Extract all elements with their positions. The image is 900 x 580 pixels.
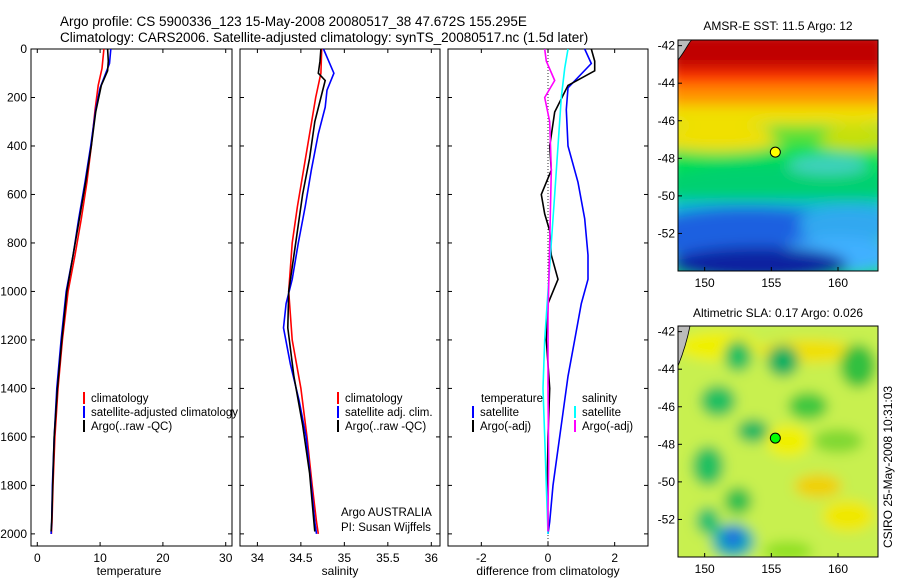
y-tick-label: 1200	[0, 333, 27, 347]
map-y-tick-label: -46	[658, 400, 676, 414]
x-tick-label: 0	[34, 551, 41, 565]
salinity-legend: climatology satellite adj. clim. Argo(..…	[337, 392, 433, 433]
y-tick-label: 1600	[0, 430, 27, 444]
temperature-axes	[30, 48, 233, 547]
sst-argo-marker	[769, 146, 781, 158]
sla-argo-marker	[769, 432, 781, 444]
x-tick-label: 35.5	[376, 551, 400, 565]
x-tick-label: 0	[545, 551, 552, 565]
map-y-tick-label: -52	[658, 226, 676, 240]
sla-map: Altimetric SLA: 0.17 Argo: 0.026	[658, 306, 879, 576]
map-y-tick-label: -48	[658, 151, 676, 165]
series-line-3	[286, 48, 327, 532]
legend-argo: Argo(..raw -QC)	[345, 421, 426, 433]
map-y-tick-label: -52	[658, 512, 676, 526]
sla-axes	[677, 325, 879, 558]
sst-map: AMSR-E SST: 11.5 Argo: 12	[658, 19, 879, 290]
legend-temperature-argo: Argo(-adj)	[480, 421, 531, 433]
series-line-4	[543, 48, 556, 532]
y-tick-label: 400	[7, 139, 27, 153]
map-x-tick-label: 160	[828, 276, 848, 290]
y-tick-label: 600	[7, 187, 27, 201]
map-y-tick-label: -50	[658, 475, 676, 489]
series-line-3	[50, 48, 110, 532]
y-tick-label: 1000	[0, 284, 27, 298]
sst-title: AMSR-E SST: 11.5 Argo: 12	[703, 19, 853, 33]
x-tick-label: 2	[611, 551, 618, 565]
legend-satellite-adj: satellite adj. clim.	[345, 407, 433, 419]
legend-salinity-heading: salinity	[582, 393, 617, 405]
annotation-pi: PI: Susan Wijffels	[341, 522, 431, 534]
annotation-argo-australia: Argo AUSTRALIA	[341, 507, 432, 519]
series-line-2	[282, 48, 335, 535]
series-line-3	[542, 48, 569, 534]
y-tick-label: 1400	[0, 381, 27, 395]
map-y-tick-label: -42	[658, 325, 676, 339]
legend-salinity-argo: Argo(-adj)	[582, 421, 633, 433]
x-tick-label: -2	[476, 551, 487, 565]
difference-legend-salinity: salinity satellite Argo(-adj)	[574, 393, 633, 433]
map-x-tick-label: 155	[761, 562, 781, 576]
sst-axes	[677, 39, 879, 272]
y-tick-label: 800	[7, 236, 27, 250]
temperature-xlabel: temperature	[97, 564, 162, 578]
x-tick-label: 35	[338, 551, 352, 565]
map-x-tick-label: 155	[761, 276, 781, 290]
series-line-1	[287, 48, 323, 535]
map-y-tick-label: -44	[658, 76, 676, 90]
x-tick-label: 20	[156, 551, 170, 565]
difference-xlabel: difference from climatology	[476, 564, 619, 578]
map-y-tick-label: -50	[658, 189, 676, 203]
series-line-2	[50, 48, 112, 534]
x-tick-label: 34.5	[289, 551, 313, 565]
x-tick-label: 30	[219, 551, 233, 565]
legend-argo: Argo(..raw -QC)	[91, 421, 172, 433]
difference-legend-temperature: temperature satellite Argo(-adj)	[472, 393, 543, 433]
difference-panel: -2 0 2 difference from climatology tempera…	[447, 48, 649, 578]
series-line-1	[50, 48, 105, 534]
legend-temperature-heading: temperature	[481, 393, 543, 405]
map-y-tick-label: -48	[658, 437, 676, 451]
sst-field	[678, 40, 878, 271]
y-tick-label: 0	[20, 42, 27, 56]
legend-satellite-adjusted: satellite-adjusted climatology	[91, 407, 238, 419]
map-y-tick-label: -42	[658, 39, 676, 53]
temperature-legend: climatology satellite-adjusted climatolo…	[83, 392, 238, 433]
salinity-panel: 34 34.5 35 35.5 36 salinity climatology sate…	[239, 48, 441, 578]
title-line-1: Argo profile: CS 5900336_123 15-May-2008…	[60, 14, 527, 29]
legend-salinity-satellite: satellite	[582, 407, 621, 419]
x-tick-label: 34	[251, 551, 265, 565]
map-y-tick-label: -46	[658, 114, 676, 128]
credit-timestamp: CSIRO 25-May-2008 10:31:03	[881, 386, 895, 548]
legend-climatology: climatology	[345, 393, 403, 405]
title-line-2: Climatology: CARS2006. Satellite-adjuste…	[60, 30, 588, 45]
series-line-1	[547, 48, 593, 535]
salinity-xlabel: salinity	[322, 564, 359, 578]
temperature-panel: 0 10 20 30 0 200 400 600 800 1000 1200 1400 1600 1800…	[0, 42, 238, 578]
y-tick-label: 1800	[0, 478, 27, 492]
map-x-tick-label: 150	[695, 562, 715, 576]
map-y-tick-label: -44	[658, 362, 676, 376]
y-tick-label: 2000	[0, 527, 27, 541]
salinity-axes	[239, 48, 441, 547]
x-tick-label: 36	[425, 551, 439, 565]
legend-temperature-satellite: satellite	[480, 407, 519, 419]
map-x-tick-label: 160	[828, 562, 848, 576]
sla-title: Altimetric SLA: 0.17 Argo: 0.026	[693, 306, 863, 320]
legend-climatology: climatology	[91, 393, 149, 405]
sla-field	[678, 326, 878, 557]
map-x-tick-label: 150	[695, 276, 715, 290]
x-tick-label: 10	[93, 551, 107, 565]
y-tick-label: 200	[7, 90, 27, 104]
